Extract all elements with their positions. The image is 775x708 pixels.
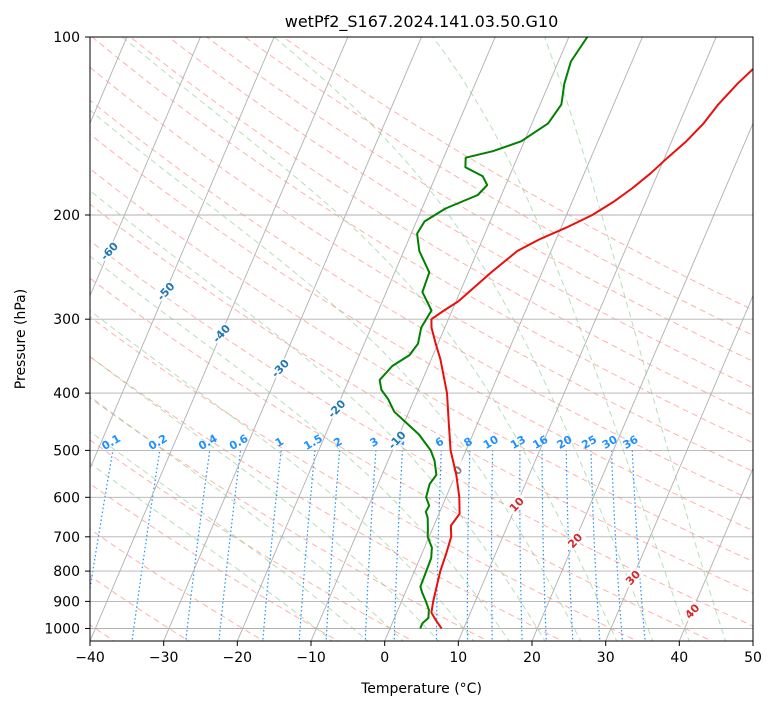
dry-adiabat bbox=[90, 316, 639, 641]
isotherm-line bbox=[163, 37, 422, 641]
mixing-ratio-line bbox=[565, 450, 574, 641]
y-tick-label: 900 bbox=[53, 594, 80, 610]
isotherm-label-background bbox=[97, 239, 121, 263]
x-tick-label: 40 bbox=[670, 650, 688, 666]
x-tick-label: 0 bbox=[380, 650, 389, 666]
mixing-ratio-line bbox=[325, 450, 341, 641]
mixing-ratio-line bbox=[490, 450, 494, 641]
x-tick-label: 50 bbox=[744, 650, 762, 666]
y-tick-label: 600 bbox=[53, 490, 80, 506]
y-tick-label: 1000 bbox=[44, 622, 80, 638]
x-tick-label: −40 bbox=[75, 650, 105, 666]
isotherm-label-background bbox=[446, 458, 469, 482]
isotherm-label-background bbox=[505, 492, 528, 516]
y-tick-label: 700 bbox=[53, 530, 80, 546]
isotherm-label-background bbox=[210, 321, 233, 345]
temperature-profile-line bbox=[430, 67, 753, 630]
mixing-ratio-line bbox=[435, 450, 442, 641]
axes: −40 −30 −20 −10 0 10 20 30 40 50 1000 900 800 700 600 5… bbox=[44, 30, 762, 666]
dry-adiabat bbox=[91, 37, 753, 444]
x-tick-label: 30 bbox=[597, 650, 615, 666]
x-tick-label: 20 bbox=[523, 650, 541, 666]
isotherm-label-background bbox=[325, 397, 348, 421]
dry-adiabat bbox=[244, 37, 753, 336]
x-tick-label: −30 bbox=[149, 650, 179, 666]
isotherm-line bbox=[90, 37, 201, 297]
x-axis-label: Temperature (°C) bbox=[360, 681, 482, 697]
dry-adiabat bbox=[90, 397, 489, 641]
isotherm-line bbox=[384, 37, 643, 641]
isotherm-label-background bbox=[154, 279, 177, 303]
mixing-ratio-line bbox=[590, 450, 601, 641]
x-tick-label: −10 bbox=[296, 650, 326, 666]
x-tick-label: 10 bbox=[449, 650, 467, 666]
isotherm-label-background bbox=[621, 566, 645, 589]
isotherm-label-background bbox=[385, 428, 409, 452]
dry-adiabat bbox=[90, 439, 414, 641]
isotherm-line bbox=[310, 37, 570, 641]
isotherm-line bbox=[605, 294, 753, 641]
y-axis-label: Pressure (hPa) bbox=[13, 289, 29, 389]
dewpoint-profile-line bbox=[378, 37, 589, 629]
x-tick-label: −20 bbox=[223, 650, 253, 666]
mixing-ratio-line bbox=[466, 450, 471, 641]
isotherm-line bbox=[457, 37, 717, 641]
mixing-ratio-line bbox=[541, 450, 547, 641]
moist-adiabat bbox=[121, 37, 618, 641]
mixing-ratio-line bbox=[610, 450, 624, 641]
dry-adiabat bbox=[90, 277, 713, 641]
plot-area: 0.10.20.40.611.52346810131620253036-100-… bbox=[90, 37, 753, 641]
dry-adiabat bbox=[129, 37, 753, 416]
mixing-ratio-line bbox=[631, 450, 646, 641]
y-tick-label: 500 bbox=[53, 443, 80, 459]
dry-adiabat bbox=[90, 133, 753, 532]
moist-adiabat bbox=[90, 355, 440, 641]
chart-title: wetPf2_S167.2024.141.03.50.G10 bbox=[285, 12, 559, 32]
mixing-ratio-line bbox=[393, 450, 404, 641]
dry-adiabat bbox=[90, 203, 753, 594]
y-tick-label: 100 bbox=[53, 30, 80, 46]
isotherm-label-background bbox=[268, 356, 292, 380]
moist-adiabat bbox=[90, 190, 546, 641]
dry-adiabat bbox=[205, 37, 753, 362]
isotherm-label-background bbox=[680, 599, 704, 623]
moist-adiabat bbox=[90, 462, 333, 641]
mixing-ratio-line bbox=[364, 450, 377, 641]
y-tick-label: 200 bbox=[53, 208, 80, 224]
y-tick-label: 800 bbox=[53, 564, 80, 580]
isotherm-line bbox=[678, 467, 753, 641]
isotherm-label-background bbox=[563, 529, 587, 552]
dry-adiabat bbox=[90, 168, 753, 563]
isotherm-line bbox=[90, 37, 275, 470]
isotherm-line bbox=[236, 37, 496, 641]
y-tick-label: 400 bbox=[53, 386, 80, 402]
y-tick-label: 300 bbox=[53, 312, 80, 328]
plot-frame bbox=[89, 36, 754, 642]
